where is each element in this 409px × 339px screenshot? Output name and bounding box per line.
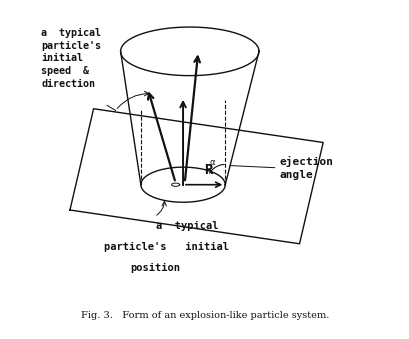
FancyArrowPatch shape <box>117 91 148 108</box>
Text: Fig. 3.   Form of an explosion-like particle system.: Fig. 3. Form of an explosion-like partic… <box>81 311 328 320</box>
FancyArrowPatch shape <box>156 201 166 215</box>
Text: position: position <box>130 263 180 273</box>
Text: particle's   initial: particle's initial <box>103 242 228 252</box>
Text: a  typical
particle's
initial
speed  &
direction: a typical particle's initial speed & dir… <box>41 28 101 89</box>
Text: a  typical: a typical <box>156 221 218 231</box>
Text: R: R <box>204 163 212 177</box>
Text: ejection
angle: ejection angle <box>279 156 333 180</box>
Text: α: α <box>209 158 215 166</box>
